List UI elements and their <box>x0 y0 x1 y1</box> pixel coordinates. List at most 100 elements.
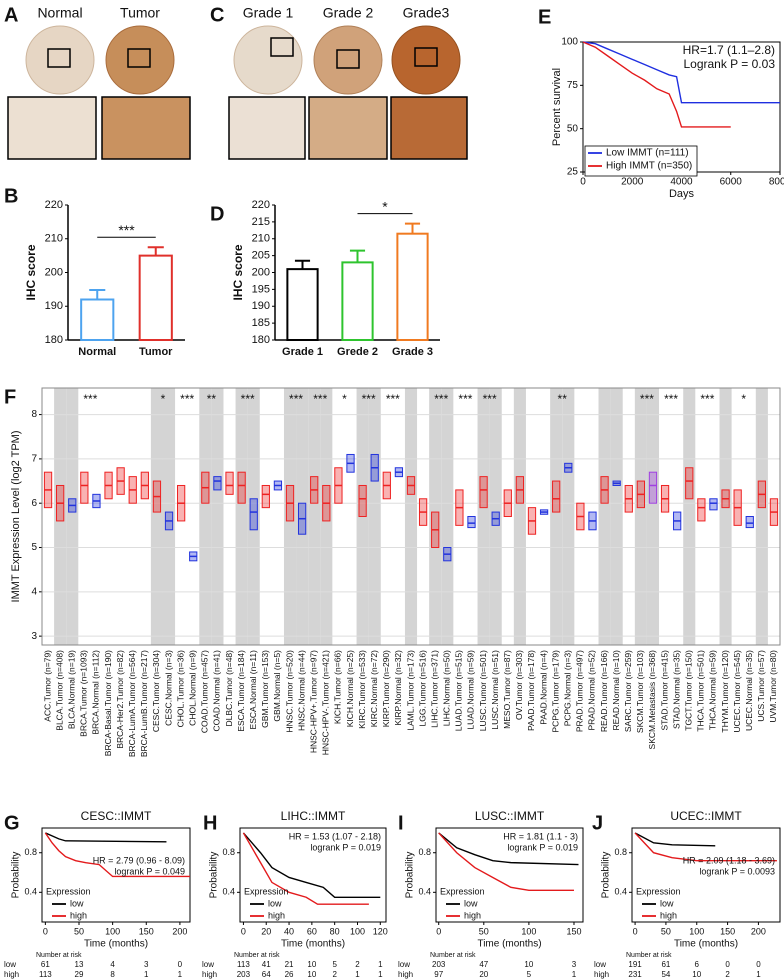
at-risk-value: 21 <box>285 960 294 969</box>
x-tick-label: THCA.Tumor (n=501) <box>696 650 706 732</box>
group-shading <box>283 388 297 645</box>
group-shading <box>646 388 660 645</box>
x-tick-label: Tumor <box>139 346 173 358</box>
x-tick-label: 0 <box>633 926 638 936</box>
legend-box <box>584 145 698 177</box>
at-risk-row-label: low <box>594 960 606 969</box>
x-tick-label: BLCA.Normal (n=19) <box>66 650 76 729</box>
x-tick-label: LUAD.Normal (n=59) <box>466 650 476 730</box>
at-risk-value: 61 <box>41 960 50 969</box>
significance-label: *** <box>458 392 472 406</box>
at-risk-value: 64 <box>262 970 271 979</box>
group-shading <box>308 388 321 645</box>
chart-title: UCEC::IMMT <box>670 809 742 823</box>
group-shading <box>610 388 623 645</box>
legend-label: high <box>268 910 285 920</box>
error-bar <box>147 246 164 256</box>
panel-label: B <box>4 185 18 207</box>
x-tick-label: READ.Tumor (n=166) <box>599 650 609 732</box>
y-tick-label: 190 <box>45 300 63 312</box>
error-bar <box>349 249 366 263</box>
group-shading <box>513 388 526 645</box>
survival-curve <box>242 832 381 898</box>
x-tick-label: KICH.Tumor (n=66) <box>333 650 343 724</box>
x-tick-label: BRCA-Basal.Tumor (n=190) <box>103 650 113 756</box>
x-tick-label: KIRP.Normal (n=32) <box>393 650 403 726</box>
legend-title: Expression <box>636 886 681 896</box>
x-tick-label: 0 <box>436 926 441 936</box>
y-axis-label: Percent survival <box>551 68 563 146</box>
panel-label: E <box>538 6 551 28</box>
at-risk-row-label: low <box>4 960 16 969</box>
x-tick-label: KIRC.Normal (n=72) <box>369 650 379 727</box>
image-label: Grade 1 <box>243 5 294 21</box>
y-tick-label: 3 <box>31 631 37 642</box>
tissue-core <box>313 25 383 95</box>
at-risk-value: 2 <box>332 970 337 979</box>
at-risk-value: 10 <box>524 960 533 969</box>
chart-title: LIHC::IMMT <box>281 809 346 823</box>
y-tick-label: 210 <box>252 233 270 245</box>
zoom-box <box>336 49 360 69</box>
at-risk-value: 3 <box>144 960 149 969</box>
x-tick-label: 150 <box>139 926 154 936</box>
survival-curve <box>242 832 369 905</box>
y-tick-label: 4 <box>31 586 37 597</box>
annotation: logrank P = 0.019 <box>507 842 578 852</box>
y-tick-label: 0.4 <box>222 887 235 897</box>
significance-label: *** <box>313 392 327 406</box>
box <box>648 471 658 504</box>
x-tick-label: LUAD.Tumor (n=515) <box>454 650 464 731</box>
x-tick-label: 150 <box>566 926 581 936</box>
x-tick-label: CESC.Normal (n=3) <box>163 650 173 726</box>
annotation: HR = 2.09 (1.18 - 3.69) <box>683 855 775 865</box>
y-tick-label: 0.8 <box>614 847 627 857</box>
legend-label: low <box>70 898 84 908</box>
at-risk-value: 3 <box>572 960 577 969</box>
group-shading <box>550 388 563 645</box>
panel-label: J <box>592 812 603 834</box>
at-risk-value: 47 <box>479 960 488 969</box>
x-axis-label: Time (months) <box>281 939 345 950</box>
x-tick-label: BRCA.Normal (n=112) <box>91 650 101 735</box>
group-shading <box>368 388 381 645</box>
x-tick-label: 8000 <box>769 177 784 188</box>
x-tick-label: 100 <box>689 926 704 936</box>
survival-curve <box>634 832 777 862</box>
at-risk-value: 54 <box>661 970 670 979</box>
x-tick-label: Grade 1 <box>282 346 323 358</box>
significance-label: *** <box>434 392 448 406</box>
survival-curve <box>438 832 579 866</box>
zoom-box <box>414 47 438 67</box>
at-risk-title: Number at risk <box>626 952 672 959</box>
plot-frame <box>41 827 191 923</box>
ihc-panel-a: A Normal Tumor <box>4 4 191 160</box>
at-risk-title: Number at risk <box>234 952 280 959</box>
at-risk-value: 113 <box>39 970 52 979</box>
x-tick-label: 100 <box>105 926 120 936</box>
y-tick-label: 200 <box>252 266 270 278</box>
at-risk-value: 97 <box>434 970 443 979</box>
x-tick-label: PRAD.Normal (n=52) <box>587 650 597 731</box>
x-tick-label: ESCA.Tumor (n=184) <box>236 650 246 732</box>
group-shading <box>489 388 502 645</box>
zoom-box <box>47 48 71 68</box>
box <box>261 484 270 509</box>
significance-label: *** <box>83 392 97 406</box>
significance-label: *** <box>700 392 714 406</box>
x-tick-label: 120 <box>373 926 388 936</box>
at-risk-value: 5 <box>332 960 337 969</box>
y-tick-label: 190 <box>252 300 270 312</box>
x-tick-label: STAD.Normal (n=35) <box>671 650 681 729</box>
legend-label: High IMMT (n=350) <box>606 161 692 172</box>
x-tick-label: READ.Normal (n=10) <box>611 650 621 731</box>
group-shading <box>634 388 647 645</box>
x-tick-label: PRAD.Tumor (n=497) <box>575 650 585 732</box>
error-bar <box>89 289 106 300</box>
group-shading <box>477 388 490 645</box>
significance-label: *** <box>289 392 303 406</box>
zoom-image <box>308 96 388 160</box>
at-risk-value: 13 <box>75 960 84 969</box>
x-tick-label: THCA.Normal (n=59) <box>708 650 718 730</box>
